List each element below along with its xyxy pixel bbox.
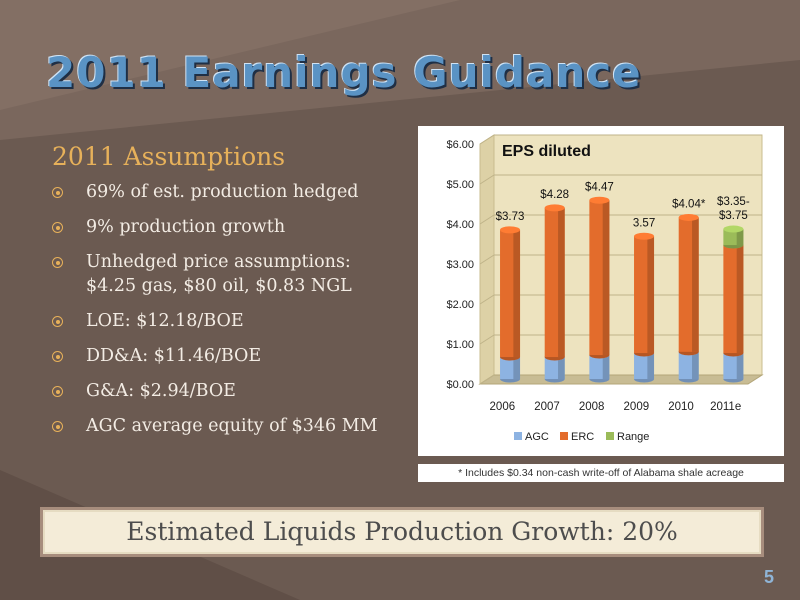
y-tick-label: $2.00: [446, 299, 474, 311]
bar-segment-top-erc: [634, 232, 655, 240]
bar-segment-shade: [558, 357, 565, 380]
page-number: 5: [763, 567, 774, 587]
x-tick-label: 2009: [624, 401, 650, 413]
y-tick-label: $3.00: [446, 259, 474, 271]
bullet-icon: [52, 187, 63, 198]
data-label: $4.47: [585, 181, 614, 193]
legend-swatch-erc: [560, 432, 568, 440]
bullet-icon: [52, 222, 63, 233]
bar-segment-top-erc: [544, 204, 565, 212]
bullet-icon: [52, 257, 63, 268]
assumption-item: 69% of est. production hedged: [52, 180, 402, 204]
assumptions-heading: 2011 Assumptions: [52, 142, 286, 171]
gridline-side: [479, 254, 495, 265]
gridline-side: [479, 294, 495, 305]
assumptions-list: 69% of est. production hedged 9% product…: [52, 180, 402, 449]
y-tick-label: $0.00: [446, 379, 474, 391]
eps-chart-svg: $0.00 $1.00 $2.00 $3.00 $4.00 $5.00 $6.00 EPS d…: [446, 134, 764, 443]
assumption-item: G&A: $2.94/BOE: [52, 379, 402, 403]
liquids-growth-banner: Estimated Liquids Production Growth: 20%: [40, 507, 764, 557]
chart-footnote: * Includes $0.34 non-cash write-off of A…: [418, 464, 784, 482]
legend-label-agc: AGC: [525, 431, 549, 443]
bar-segment-shade: [513, 357, 521, 380]
legend-swatch-agc: [514, 432, 522, 440]
bar-segment-top-erc: [500, 226, 521, 234]
gridline-side: [479, 374, 495, 385]
gridline-side: [479, 334, 495, 345]
data-label: 3.57: [633, 217, 655, 229]
bullet-icon: [52, 386, 63, 397]
y-tick-label: $6.00: [446, 139, 474, 151]
eps-chart: $0.00 $1.00 $2.00 $3.00 $4.00 $5.00 $6.00 EPS d…: [418, 126, 784, 456]
legend-label-range: Range: [617, 431, 649, 443]
x-tick-label: 2007: [534, 401, 560, 413]
data-label: $4.28: [540, 189, 569, 201]
bar-segment-shade: [736, 353, 744, 380]
bar-segment-shade: [736, 229, 744, 246]
bar-segment-top-erc: [589, 196, 610, 204]
bar-segment-shade: [736, 245, 744, 354]
chart-title: EPS diluted: [502, 143, 591, 160]
x-tick-label: 2006: [490, 401, 516, 413]
bullet-icon: [52, 316, 63, 327]
data-label: $4.04*: [672, 198, 706, 210]
assumption-item: DD&A: $11.46/BOE: [52, 344, 402, 368]
bullet-icon: [52, 421, 63, 432]
plot-floor: [478, 374, 764, 385]
legend-label-erc: ERC: [571, 431, 594, 443]
y-tick-label: $4.00: [446, 219, 474, 231]
x-tick-label: 2010: [668, 401, 694, 413]
gridline-side: [479, 134, 495, 145]
data-label: $3.35-: [717, 196, 750, 208]
bar-segment-shade: [558, 207, 565, 358]
assumption-item: LOE: $12.18/BOE: [52, 309, 402, 333]
data-label: $3.75: [719, 210, 748, 222]
bar-segment-top-range: [723, 225, 744, 233]
bar-segment-shade: [692, 351, 699, 380]
assumption-item: AGC average equity of $346 MM: [52, 414, 402, 438]
x-tick-label: 2011e: [710, 401, 741, 413]
y-tick-label: $5.00: [446, 179, 474, 191]
bar-segment-shade: [647, 353, 655, 380]
x-tick-label: 2008: [579, 401, 605, 413]
y-tick-label: $1.00: [446, 339, 474, 351]
bar-segment-shade: [692, 217, 699, 352]
bullet-icon: [52, 351, 63, 362]
assumption-item: Unhedged price assumptions: $4.25 gas, $…: [52, 250, 402, 298]
data-label: $3.73: [496, 211, 525, 223]
slide-title: 2011 Earnings Guidance: [46, 48, 642, 97]
gridline-side: [479, 214, 495, 225]
bar-segment-shade: [602, 200, 610, 356]
bar-segment-top-erc: [678, 213, 699, 221]
gridline-side: [479, 174, 495, 185]
bar-segment-shade: [647, 236, 655, 354]
bar-segment-shade: [602, 355, 610, 380]
bar-segment-shade: [513, 229, 521, 358]
legend-swatch-range: [606, 432, 614, 440]
assumption-item: 9% production growth: [52, 215, 402, 239]
